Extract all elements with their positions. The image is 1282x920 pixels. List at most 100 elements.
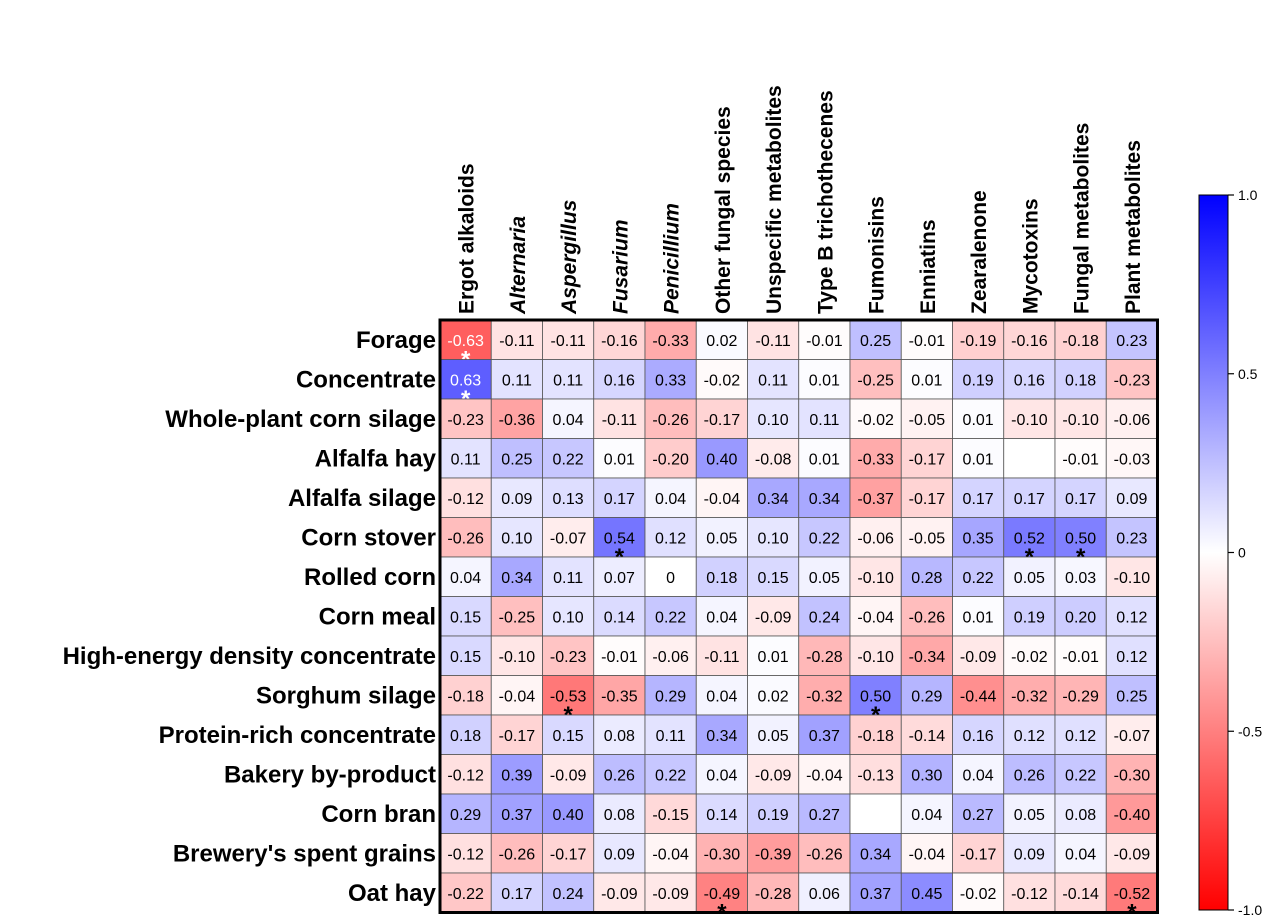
cell-value-label: 0.28	[911, 570, 942, 587]
heatmap-cell	[439, 517, 492, 558]
heatmap-cell	[593, 872, 646, 913]
colorbar-ticks: 1.0 0.5 0 -0.5 -1.0	[1228, 187, 1262, 918]
cell-value-label: 0.22	[553, 451, 584, 468]
heatmap-cell	[490, 477, 543, 518]
cell-value-label: 0.40	[706, 451, 737, 468]
cell-value-label: 0.10	[758, 530, 789, 547]
heatmap-cell	[695, 872, 748, 913]
cell-value-label: -0.06	[1114, 412, 1151, 429]
cell-value-label: 0.34	[758, 491, 789, 508]
heatmap-cell	[1105, 556, 1158, 597]
heatmap-cell	[952, 319, 1005, 360]
cell-value-label: 0.04	[706, 767, 737, 784]
cell-value-label: 0.04	[553, 412, 584, 429]
heatmap-cell	[798, 714, 851, 755]
cell-value-label: -0.09	[1114, 846, 1151, 863]
heatmap-cell	[747, 714, 800, 755]
heatmap-cell	[1105, 359, 1158, 400]
heatmap-cell	[593, 635, 646, 676]
cell-value-label: -0.33	[652, 333, 689, 350]
cell-value-label: -0.14	[909, 728, 946, 745]
cell-value-label: 0.02	[758, 688, 789, 705]
cell-value-label: 0.06	[809, 886, 840, 903]
cell-value-label: -0.11	[550, 333, 585, 350]
heatmap-cell	[747, 793, 800, 834]
heatmap-cell	[439, 596, 492, 637]
cell-value-label: -0.17	[499, 728, 536, 745]
cell-value-label: -0.12	[1011, 886, 1048, 903]
column-label: Zearalenone	[968, 190, 991, 314]
cell-value-label: -0.06	[652, 649, 689, 666]
cell-value-label: -0.40	[1114, 807, 1151, 824]
heatmap-cell	[1003, 714, 1056, 755]
heatmap-cell	[439, 635, 492, 676]
heatmap-cell	[798, 754, 851, 795]
cell-value-label: -0.30	[704, 846, 741, 863]
cell-value-label: -0.18	[857, 728, 894, 745]
cell-value-label: 0.12	[1116, 609, 1147, 626]
cell-value-label: -0.01	[806, 333, 843, 350]
cell-value-label: 0.17	[963, 491, 994, 508]
cell-value-label: -0.18	[1062, 333, 1099, 350]
cell-value-label: 0.50	[1065, 530, 1096, 547]
cell-value-label: 0.25	[860, 333, 891, 350]
cell-value-label: -0.01	[909, 333, 946, 350]
cell-value-label: 0.11	[809, 412, 839, 429]
heatmap-cell	[439, 359, 492, 400]
cell-value-label: -0.12	[447, 767, 484, 784]
column-labels: Ergot alkaloids Alternaria Aspergillus Fusa…	[456, 85, 1145, 315]
cell-value-label: 0.19	[758, 807, 789, 824]
cell-value-label: 0.22	[809, 530, 840, 547]
cell-value-label: -0.17	[550, 846, 587, 863]
cell-value-label: 0.33	[655, 372, 686, 389]
heatmap-cell	[542, 675, 595, 716]
cell-value-label: -0.17	[909, 451, 946, 468]
heatmap-cell	[542, 596, 595, 637]
heatmap-cell	[439, 556, 492, 597]
heatmap-cell	[1003, 398, 1056, 439]
column-label: Ergot alkaloids	[456, 163, 479, 314]
cell-value-label: -0.10	[857, 570, 894, 587]
cell-value-label: 0.04	[706, 688, 737, 705]
column-label: Alternaria	[507, 216, 530, 315]
row-label: Alfalfa hay	[315, 445, 437, 472]
column-label: Enniatins	[917, 219, 940, 314]
cell-value-label: 0.20	[1065, 609, 1096, 626]
cell-value-label: 0.11	[656, 728, 686, 745]
cell-value-label: 0.08	[604, 807, 635, 824]
heatmap-cell	[695, 714, 748, 755]
heatmap-cell	[798, 793, 851, 834]
cell-value-label: -0.04	[704, 491, 741, 508]
heatmap-cell	[542, 635, 595, 676]
colorbar-tick-label: 1.0	[1238, 187, 1258, 203]
heatmap-cell	[1054, 793, 1107, 834]
heatmap-cell	[1105, 596, 1158, 637]
heatmap-cell	[798, 833, 851, 874]
heatmap-cell	[593, 754, 646, 795]
heatmap-cell	[644, 517, 697, 558]
row-label: Whole-plant corn silage	[165, 406, 436, 433]
cell-value-label: 0.01	[963, 451, 994, 468]
heatmap-cell	[490, 635, 543, 676]
heatmap-cell	[1054, 359, 1107, 400]
heatmap-cell	[542, 319, 595, 360]
cell-value-label: -0.09	[960, 649, 997, 666]
heatmap-cell	[593, 398, 646, 439]
heatmap-cell	[1003, 477, 1056, 518]
cell-value-label: 0.37	[809, 728, 840, 745]
heatmap-cell	[747, 438, 800, 479]
heatmap-cell	[900, 596, 953, 637]
cell-value-label: 0.17	[501, 886, 532, 903]
cell-value-label: -0.26	[447, 530, 484, 547]
heatmap-cell	[593, 319, 646, 360]
cell-value-label: 0.09	[501, 491, 532, 508]
heatmap-cell	[1054, 754, 1107, 795]
cell-value-label: -0.13	[857, 767, 894, 784]
heatmap-cells: -0.63 * -0.11 -0.11 -0.16 -0.33 0.02 -0.11 -0.01…	[439, 319, 1158, 920]
cell-value-label: -0.10	[1114, 570, 1151, 587]
cell-value-label: 0.25	[501, 451, 532, 468]
cell-value-label: 0.27	[963, 807, 994, 824]
cell-value-label: 0.22	[655, 609, 686, 626]
cell-value-label: -0.33	[857, 451, 894, 468]
